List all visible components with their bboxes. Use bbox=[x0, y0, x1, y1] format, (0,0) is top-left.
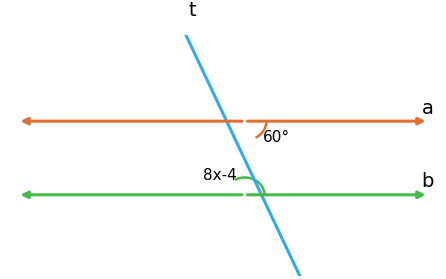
Text: 8x-4: 8x-4 bbox=[203, 168, 237, 183]
Text: b: b bbox=[421, 172, 434, 191]
Text: a: a bbox=[421, 99, 434, 118]
Text: 60°: 60° bbox=[263, 130, 289, 145]
Text: t: t bbox=[189, 1, 196, 20]
